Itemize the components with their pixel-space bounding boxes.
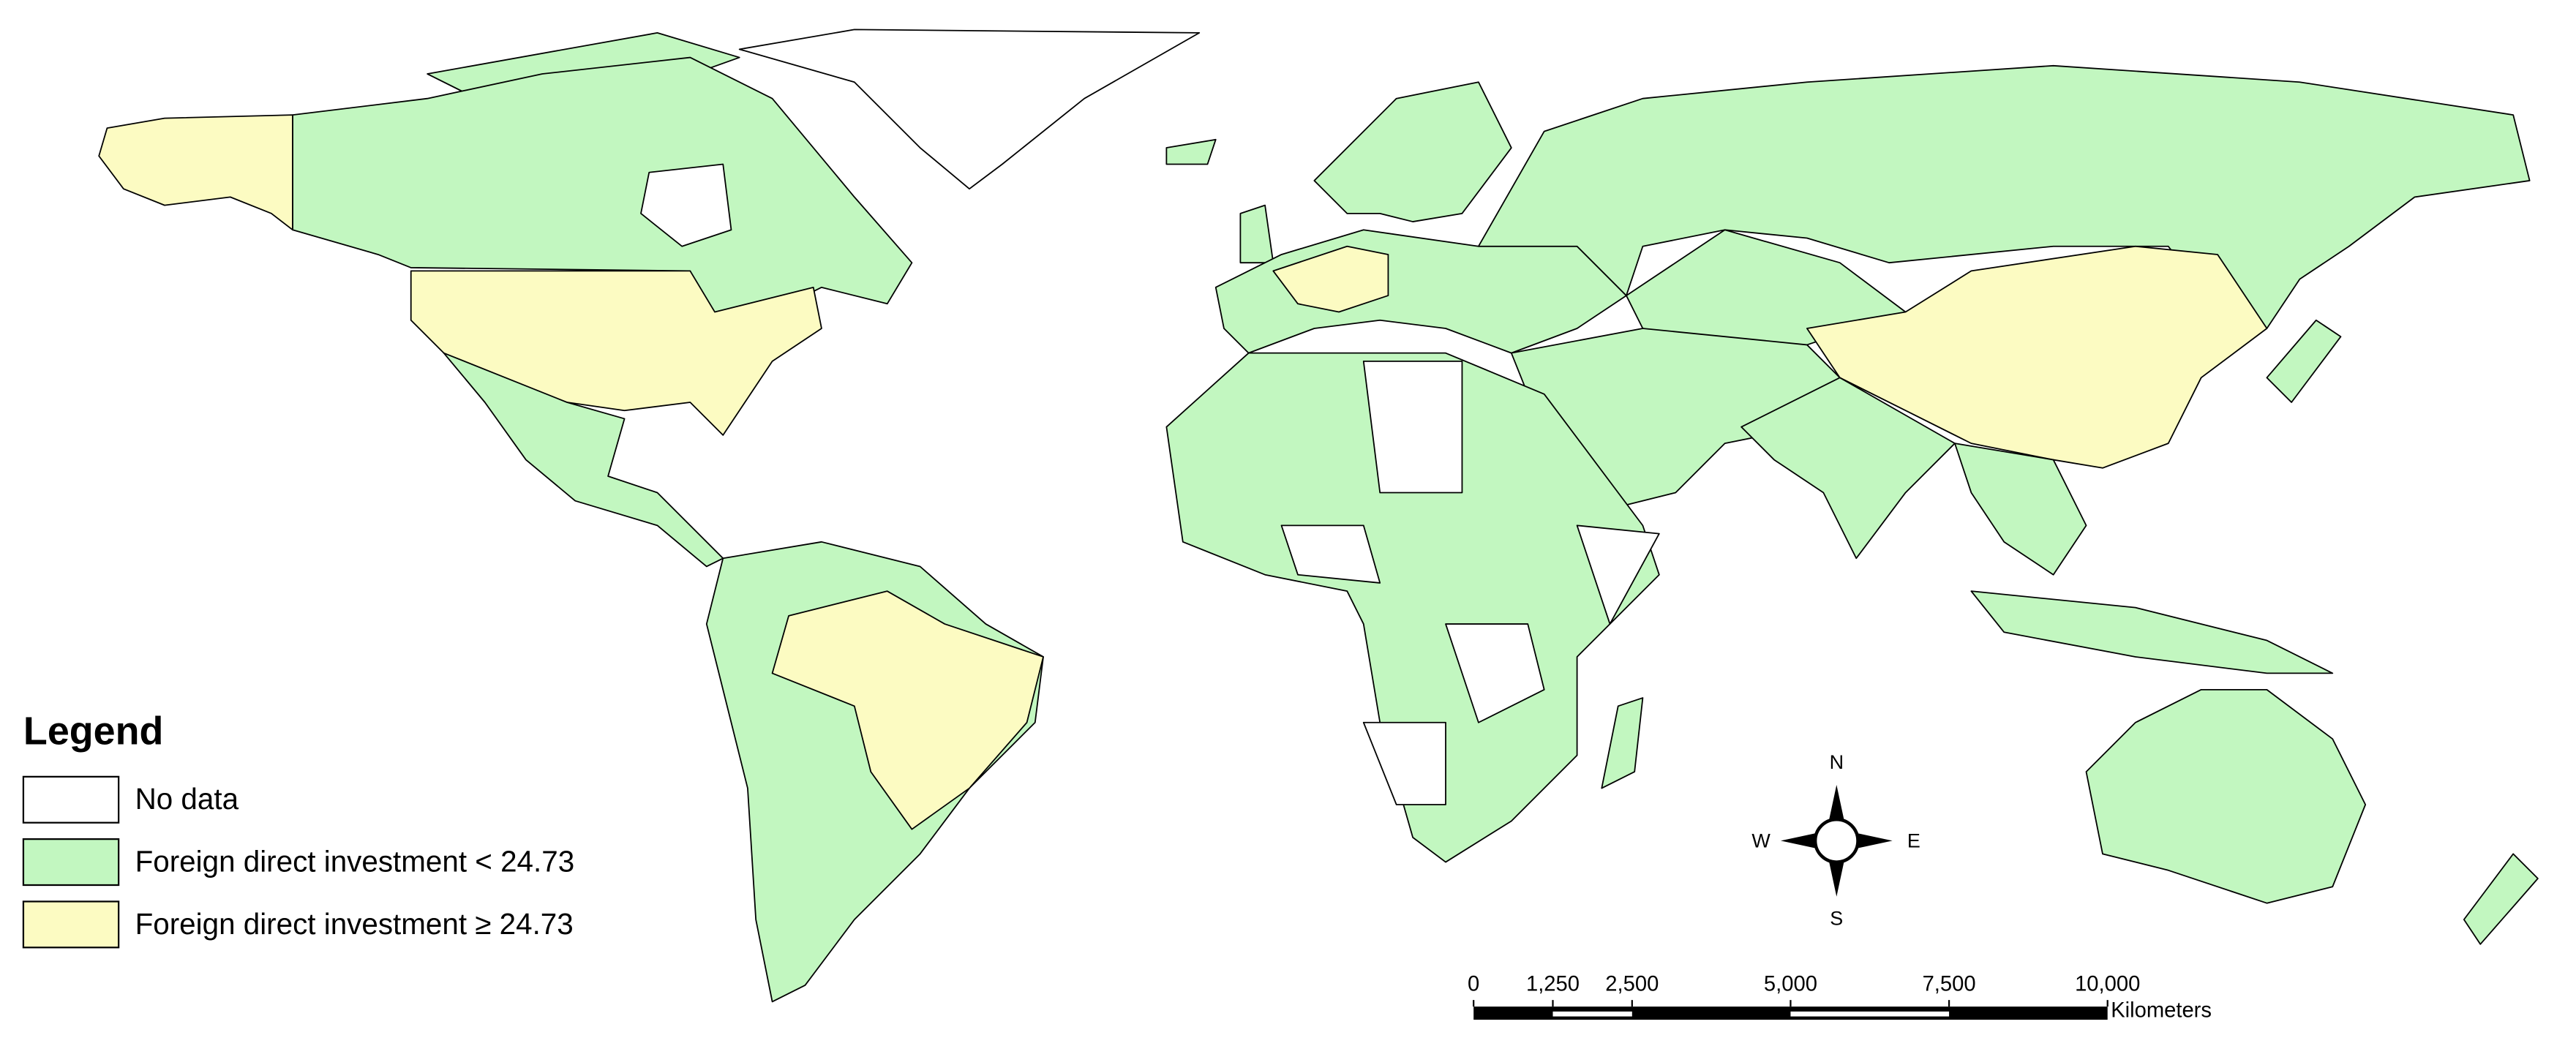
russia bbox=[1478, 64, 2531, 329]
canada bbox=[292, 56, 913, 313]
new-zealand bbox=[2463, 853, 2539, 945]
compass-south: S bbox=[1830, 907, 1843, 929]
legend-swatch bbox=[22, 900, 120, 949]
scale-bar-label: 10,000 bbox=[2075, 973, 2140, 996]
scale-bar-label: 5,000 bbox=[1764, 973, 1817, 996]
legend-title: Legend bbox=[23, 710, 164, 753]
libya bbox=[1362, 360, 1463, 494]
uk bbox=[1239, 204, 1274, 264]
southeast-asia bbox=[1954, 443, 2087, 576]
horn-of-africa bbox=[1576, 524, 1660, 625]
greenland bbox=[738, 29, 1201, 190]
indonesia bbox=[1970, 590, 2334, 674]
sahel bbox=[1280, 524, 1381, 584]
legend-label: Foreign direct investment < 24.73 bbox=[135, 844, 575, 878]
legend: No data Foreign direct investment < 24.73… bbox=[22, 775, 575, 949]
compass-west: W bbox=[1751, 830, 1770, 852]
china bbox=[1806, 245, 2268, 469]
hudson-bay bbox=[640, 163, 732, 247]
africa bbox=[1165, 352, 1660, 863]
alaska bbox=[98, 114, 293, 231]
legend-swatch bbox=[22, 775, 120, 824]
central-africa bbox=[1445, 623, 1545, 723]
europe bbox=[1214, 229, 1627, 354]
australia bbox=[2085, 688, 2367, 904]
compass: N E S W bbox=[1751, 751, 1920, 929]
scale-bar-segment bbox=[1790, 1011, 1950, 1017]
france-germany bbox=[1272, 245, 1389, 313]
scale-bar-label: 2,500 bbox=[1605, 973, 1659, 996]
southwest-africa bbox=[1362, 721, 1446, 805]
scale-bar-unit: Kilometers bbox=[2111, 999, 2212, 1023]
scale-bar-label: 1,250 bbox=[1526, 973, 1580, 996]
compass-east: E bbox=[1907, 830, 1920, 852]
legend-swatch bbox=[22, 838, 120, 887]
scandinavia bbox=[1313, 81, 1512, 222]
japan bbox=[2266, 319, 2342, 403]
compass-ring bbox=[1813, 817, 1860, 864]
legend-label: Foreign direct investment ≥ 24.73 bbox=[135, 907, 574, 941]
scale-bar-label: 0 bbox=[1468, 973, 1479, 996]
scale-bar-label: 7,500 bbox=[1923, 973, 1976, 996]
compass-north: N bbox=[1830, 751, 1844, 773]
brazil bbox=[771, 590, 1044, 830]
scale-bar-segment bbox=[1552, 1011, 1632, 1017]
legend-label: No data bbox=[135, 782, 239, 816]
india bbox=[1741, 377, 1956, 560]
scale-bar: 0 1,250 2,500 5,000 7,500 10,000 Kilometers bbox=[1468, 973, 2212, 1023]
iceland bbox=[1165, 138, 1217, 165]
madagascar bbox=[1601, 697, 1644, 789]
countries bbox=[98, 29, 2539, 1003]
